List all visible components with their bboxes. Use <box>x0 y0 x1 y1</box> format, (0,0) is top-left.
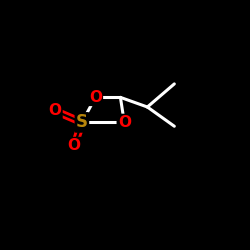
Text: O: O <box>118 115 131 130</box>
Text: O: O <box>48 103 62 118</box>
Text: O: O <box>89 90 102 105</box>
Text: O: O <box>68 138 81 153</box>
Text: S: S <box>76 114 88 132</box>
